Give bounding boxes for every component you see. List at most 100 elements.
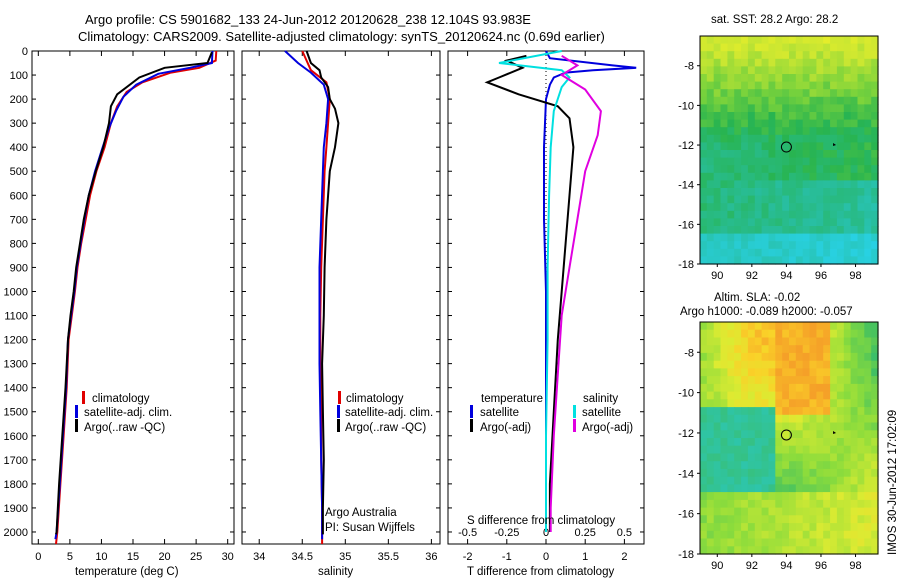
heatmap-cell [871,157,879,166]
heatmap-cell [864,81,872,90]
heatmap-cell [706,484,715,493]
heatmap-cell [713,492,722,501]
heatmap-cell [857,127,865,136]
heatmap-cell [775,119,783,128]
heatmap-cell [700,438,708,447]
x-tick-label: 35.5 [378,551,399,563]
heatmap-cell [836,376,845,385]
heatmap-cell [830,322,838,331]
heatmap-cell [727,445,735,454]
heatmap-cell [850,376,858,385]
heatmap-cell [761,89,769,98]
x-tick-label: 2 [621,551,627,563]
heatmap-cell [754,51,763,60]
heatmap-cell [802,36,811,45]
heatmap-cell [802,492,811,501]
heatmap-cell [816,127,824,136]
heatmap-cell [700,119,708,128]
heatmap-cell [775,368,783,377]
heatmap-cell [864,546,872,555]
heatmap-cell [795,322,804,331]
heatmap-cell [864,322,872,331]
heatmap-cell [700,150,708,159]
heatmap-cell [843,499,852,509]
heatmap-cell [734,104,742,113]
heatmap-cell [754,352,763,362]
heatmap-cell [700,414,708,424]
heatmap-cell [741,468,749,478]
heatmap-cell [706,391,715,400]
heatmap-cell [706,150,715,159]
heatmap-cell [843,142,852,151]
heatmap-cell [823,142,831,151]
heatmap-cell [809,81,817,90]
heatmap-cell [720,96,728,105]
heatmap-cell [864,422,872,431]
heatmap-cell [836,43,845,52]
heatmap-cell [795,515,804,524]
heatmap-cell [830,329,838,338]
heatmap-cell [816,407,824,416]
heatmap-cell [747,218,756,227]
x-tick-label: 15 [127,551,139,563]
legend-satellite: satellite-adj. clim. [84,407,172,419]
heatmap-cell [775,210,783,219]
map-y-tick-label: -8 [684,347,694,359]
heatmap-cell [720,218,728,227]
heatmap-cell [850,36,858,45]
heatmap-cell [775,89,783,98]
heatmap-cell [857,546,865,555]
heatmap-cell [747,383,756,393]
heatmap-cell [823,383,831,393]
heatmap-cell [713,180,722,189]
heatmap-cell [830,399,838,408]
heatmap-cell [768,89,776,98]
heatmap-cell [782,422,790,431]
heatmap-cell [809,226,817,235]
heatmap-cell [747,360,756,369]
heatmap-cell [830,476,838,485]
heatmap-cell [775,188,783,197]
heatmap-cell [836,345,845,354]
heatmap-cell [768,127,776,136]
heatmap-cell [795,530,804,540]
heatmap-cell [816,203,824,212]
heatmap-cell [789,461,797,470]
heatmap-cell [720,226,728,235]
heatmap-cell [809,538,817,547]
heatmap-cell [727,391,735,400]
heatmap-cell [741,256,749,265]
heatmap-cell [720,134,728,143]
heatmap-cell [809,233,817,242]
heatmap-cell [754,188,763,197]
heatmap-cell [816,492,824,501]
heatmap-cell [809,337,817,346]
legend-swatch-s-argo [573,419,576,432]
heatmap-cell [809,172,817,181]
heatmap-cell [836,104,845,113]
heatmap-cell [775,329,783,338]
heatmap-cell [706,89,715,98]
heatmap-cell [761,360,769,369]
heatmap-cell [864,233,872,242]
heatmap-cell [782,127,790,136]
heatmap-cell [754,96,763,105]
heatmap-cell [754,210,763,219]
heatmap-cell [706,210,715,219]
heatmap-cell [761,127,769,136]
heatmap-cell [754,218,763,227]
heatmap-cell [768,256,776,265]
heatmap-cell [802,360,811,369]
heatmap-cell [775,376,783,385]
heatmap-cell [850,453,858,462]
heatmap-cell [761,218,769,227]
heatmap-cell [706,461,715,470]
heatmap-cell [713,376,722,385]
heatmap-cell [754,119,763,128]
heatmap-cell [789,329,797,338]
heatmap-cell [850,81,858,90]
heatmap-cell [761,538,769,547]
heatmap-cell [836,445,845,454]
heatmap-cell [720,210,728,219]
heatmap-cell [706,523,715,532]
